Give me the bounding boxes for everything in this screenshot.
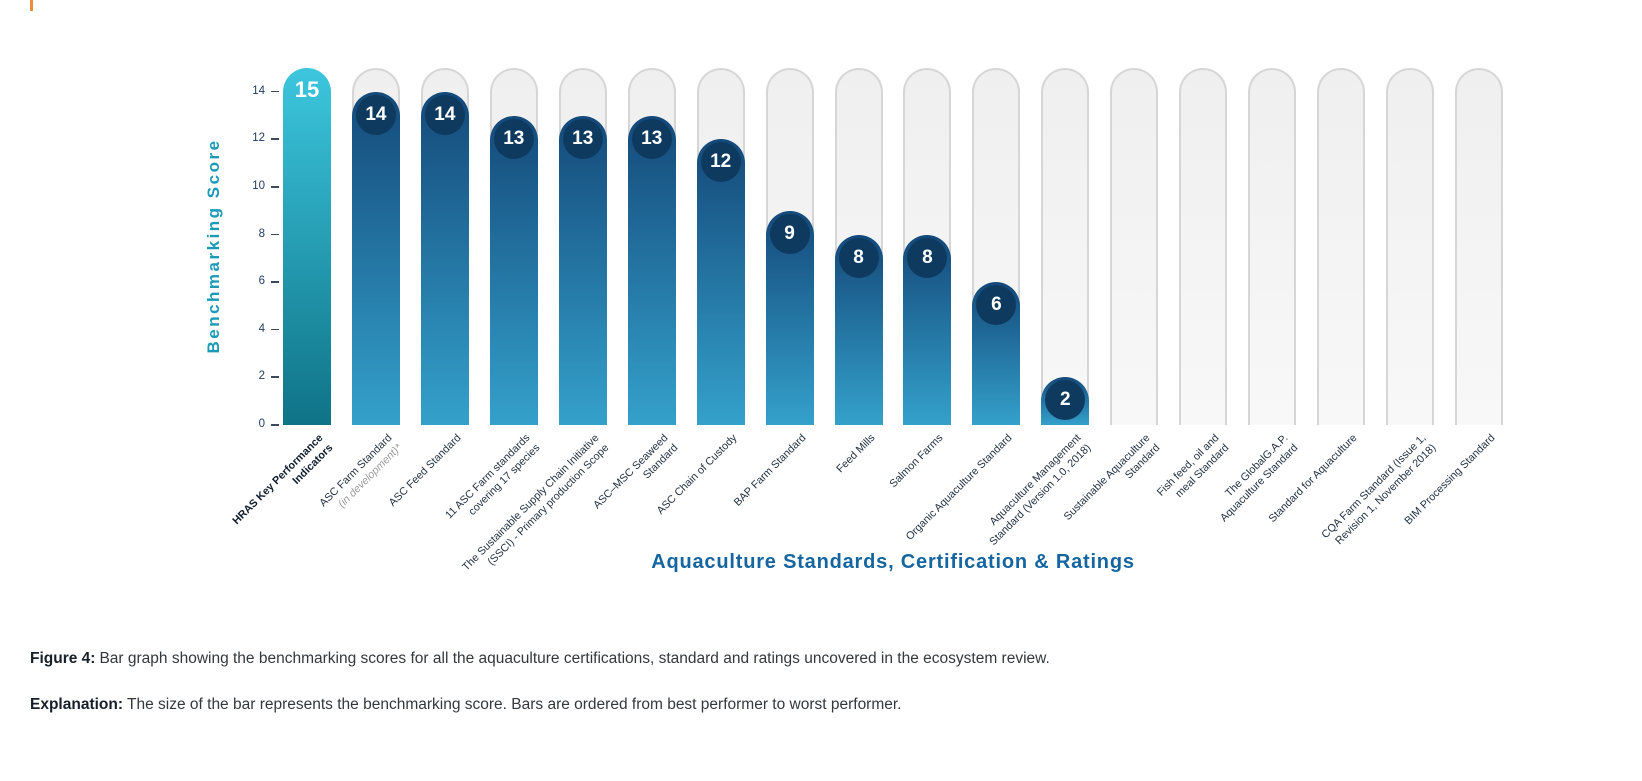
bar-slot	[1110, 68, 1159, 425]
y-axis: 0 2 4 6 8 10 12 14	[0, 68, 283, 430]
benchmarking-chart: Benchmarking Score 0 2 4 6 8 10 12 14 15 14 14 13 1…	[0, 68, 1503, 617]
y-tick-label: 6	[258, 275, 265, 288]
bar-value-bubble: 9	[769, 213, 810, 254]
bar-value-bubble: 12	[700, 142, 741, 183]
bar: 2	[1041, 377, 1090, 425]
bar-value-bubble: 14	[424, 94, 465, 135]
bar-track	[1386, 68, 1435, 425]
y-tick-mark	[271, 186, 279, 188]
bar-track	[1179, 68, 1228, 425]
y-tick-mark	[271, 281, 279, 283]
bar-slot: 2	[1041, 68, 1090, 425]
y-tick-mark	[271, 233, 279, 236]
bar-value: 15	[294, 77, 320, 102]
figure-caption: Figure 4: Bar graph showing the benchmark…	[30, 650, 1050, 668]
bar: 13	[489, 115, 538, 425]
y-tick-mark	[271, 90, 279, 93]
bar: 12	[696, 139, 745, 425]
bar-slot	[1179, 68, 1228, 425]
bar: 14	[351, 91, 400, 425]
bar-slot: 9	[765, 68, 814, 425]
figure-caption-label: Figure 4:	[30, 650, 96, 667]
bar: 13	[558, 115, 607, 425]
bar-track	[1455, 68, 1503, 425]
bar-value-bubble: 2	[1045, 380, 1086, 421]
bar-slot: 13	[627, 68, 676, 425]
bar-value-bubble: 6	[976, 285, 1017, 326]
bar-value-bubble: 13	[493, 118, 534, 159]
explanation-caption-label: Explanation:	[30, 696, 124, 713]
bar-slot	[1386, 68, 1435, 425]
plot-area: 15 14 14 13 13 13 12 9 8 8 6 2	[283, 68, 1503, 425]
y-tick-mark	[271, 376, 279, 378]
x-axis-category-label-line: Revision 1, November 2018)	[1332, 441, 1439, 547]
bar-value-bubble: 8	[838, 237, 879, 278]
y-tick-label: 4	[258, 322, 265, 335]
x-axis-labels: HRAS Key Performance Indicators ASC Farm S…	[230, 432, 1503, 617]
bar: 9	[765, 210, 814, 425]
bar-slot	[1455, 68, 1503, 425]
y-tick-label: 8	[258, 227, 265, 240]
bar-track	[1248, 68, 1297, 425]
bar-slot: 6	[972, 68, 1021, 425]
bar-track	[1317, 68, 1366, 425]
x-axis-title: Aquaculture Standards, Certification & R…	[651, 551, 1135, 573]
bar-slot: 14	[420, 68, 469, 425]
bar-slot: 15	[283, 68, 331, 425]
bar-value-bubble: 13	[562, 118, 603, 159]
bar-slot: 13	[489, 68, 538, 425]
bar-track	[1110, 68, 1159, 425]
y-tick-mark	[271, 424, 279, 426]
bar: 6	[972, 282, 1021, 425]
explanation-caption-text: The size of the bar represents the bench…	[127, 696, 902, 713]
y-tick-label: 10	[252, 180, 265, 192]
bar-value-bubble: 13	[631, 118, 672, 159]
y-tick-label: 12	[252, 132, 265, 145]
bar-slot	[1248, 68, 1297, 425]
bar-value-bubble: 8	[907, 237, 948, 278]
bar-track	[1041, 68, 1090, 425]
bar: 14	[420, 91, 469, 425]
y-tick-label: 14	[252, 84, 265, 97]
bar-slot: 8	[903, 68, 952, 425]
bar-slot: 13	[558, 68, 607, 425]
figure-caption-text: Bar graph showing the benchmarking score…	[99, 650, 1050, 667]
y-tick-mark	[271, 138, 279, 140]
y-tick-mark	[271, 328, 279, 331]
bar-value-bubble: 14	[355, 94, 396, 135]
y-tick-label: 2	[258, 370, 265, 383]
bar: 8	[834, 234, 883, 425]
bar-slot: 12	[696, 68, 745, 425]
bar-slot	[1317, 68, 1366, 425]
bar-slot: 8	[834, 68, 883, 425]
bar: 15	[283, 68, 331, 425]
y-tick-label: 0	[258, 418, 265, 430]
page-corner-mark	[30, 0, 33, 11]
bar: 8	[903, 234, 952, 425]
bar: 13	[627, 115, 676, 425]
bar-slot: 14	[351, 68, 400, 425]
explanation-caption: Explanation: The size of the bar represen…	[30, 696, 902, 714]
